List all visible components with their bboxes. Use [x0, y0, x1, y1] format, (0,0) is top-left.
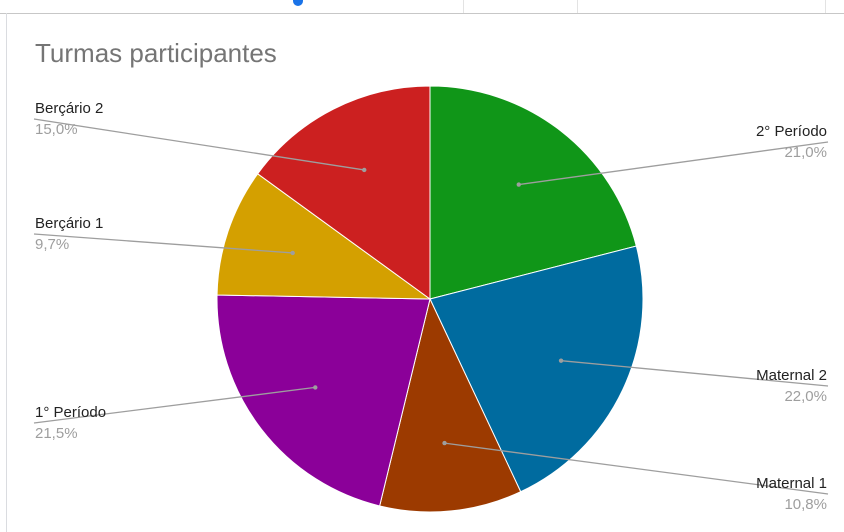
leader-line: [33, 233, 293, 254]
slice-label-maternal-1: Maternal 1: [756, 475, 827, 492]
pie-slice-2-periodo[interactable]: [429, 85, 637, 300]
leader-dot: [558, 358, 564, 363]
selection-handle[interactable]: [293, 0, 303, 6]
slice-percent-2-periodo: 21,0%: [784, 144, 827, 161]
slice-label-2-periodo: 2° Período: [756, 123, 827, 140]
slice-labels: 2° Período 21,0% Maternal 2 22,0% Maternal 1…: [35, 100, 827, 513]
column-divider: [825, 0, 826, 13]
slice-label-bercario-1: Berçário 1: [35, 215, 103, 232]
chart-title: Turmas participantes: [35, 38, 277, 68]
frame-top-border: [0, 13, 844, 14]
pie-slices: [216, 85, 644, 513]
slice-percent-1-periodo: 21,5%: [35, 425, 78, 442]
leader-line: [518, 141, 829, 186]
pie-slice-bercario-1[interactable]: [216, 173, 432, 300]
pie-slice-1-periodo[interactable]: [216, 294, 431, 507]
leader-dot: [442, 440, 447, 446]
slice-percent-maternal-2: 22,0%: [784, 388, 827, 405]
column-divider: [463, 0, 464, 13]
leader-line: [33, 118, 365, 171]
slice-label-maternal-2: Maternal 2: [756, 367, 827, 384]
slice-percent-bercario-1: 9,7%: [35, 236, 69, 253]
leader-lines: [33, 118, 829, 495]
leader-line: [560, 360, 829, 387]
slice-percent-maternal-1: 10,8%: [784, 496, 827, 513]
pie-slice-maternal-2[interactable]: [429, 245, 644, 493]
slice-label-1-periodo: 1° Período: [35, 404, 106, 421]
leader-line: [33, 386, 316, 424]
column-divider: [577, 0, 578, 13]
pie-slice-maternal-1[interactable]: [379, 297, 522, 513]
slice-percent-bercario-2: 15,0%: [35, 121, 78, 138]
leader-line: [444, 442, 829, 495]
pie-slice-bercario-2[interactable]: [256, 85, 431, 300]
slice-label-bercario-2: Berçário 2: [35, 100, 103, 117]
frame-left-border: [6, 13, 7, 532]
